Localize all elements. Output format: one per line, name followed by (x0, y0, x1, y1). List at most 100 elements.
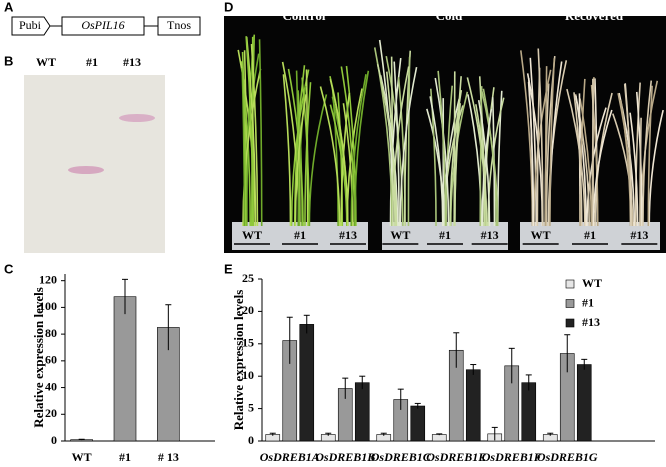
leaf (242, 68, 262, 227)
leaf (592, 109, 613, 227)
y-tick-label: 0 (51, 433, 57, 447)
leaf (537, 48, 544, 227)
tray (232, 222, 368, 250)
leaf (549, 58, 556, 227)
leaf (629, 112, 639, 227)
panel-label: A (4, 0, 14, 14)
leaf (434, 77, 450, 227)
panel-label: B (4, 53, 13, 68)
leaf (642, 80, 653, 227)
panel-label: C (4, 261, 14, 276)
error-bar (508, 347, 515, 384)
construct (11, 16, 201, 36)
y-tick-label: 120 (39, 272, 57, 286)
y-tick-label: 5 (248, 400, 254, 414)
leaf (376, 63, 398, 227)
plant-label: WT (531, 228, 551, 242)
legend-swatch (565, 279, 575, 289)
plant-label: #13 (339, 228, 357, 242)
panel-label: E (224, 261, 233, 276)
y-axis-label: Relative expression levels (31, 287, 46, 428)
plant-label: #1 (294, 228, 306, 242)
error-bar (470, 364, 477, 375)
leaf (437, 70, 447, 227)
leaf (536, 67, 541, 227)
error-bar (359, 375, 366, 390)
leaf (527, 81, 535, 227)
condition: Recovered (565, 8, 624, 23)
leaf (634, 82, 641, 227)
leaf (385, 55, 404, 227)
leaf (573, 92, 583, 227)
leaf (350, 74, 367, 227)
y-tick-label: 60 (45, 353, 57, 367)
legend-swatch (565, 299, 575, 308)
leaf (475, 104, 488, 227)
leaf (467, 94, 483, 227)
lane-label: #1 (86, 55, 98, 69)
error-bar (342, 377, 349, 399)
y-tick-label: 20 (242, 303, 254, 317)
leaf (250, 43, 259, 227)
plant-label: WT (390, 228, 410, 242)
error-bar (397, 388, 404, 410)
leaf (477, 99, 491, 227)
leaf (453, 71, 456, 227)
leaf (319, 86, 341, 227)
error-bar (269, 432, 276, 436)
gene: OsPIL16 (81, 18, 124, 32)
error-bar (414, 402, 421, 409)
plants: WT #1 #13 Control WT #1 #13 Cold WT #1 #13 Recovere… (232, 8, 664, 250)
leaf (353, 70, 370, 227)
leaf (258, 39, 263, 227)
error-bar (303, 314, 310, 334)
blot (24, 75, 165, 253)
plant-label: #13 (630, 228, 648, 242)
error-bar (78, 438, 85, 441)
leaf (429, 96, 444, 227)
x-tick-label: OsDREB1G (537, 450, 598, 464)
legend-label: WT (582, 276, 602, 290)
bar (113, 296, 137, 442)
leaf (639, 117, 642, 227)
tray (520, 222, 660, 250)
leaf (623, 84, 633, 227)
error-bar (325, 432, 332, 436)
leaf (529, 57, 537, 227)
error-bar (453, 332, 460, 368)
leaf (399, 66, 418, 227)
y-tick-label: 25 (242, 271, 254, 285)
leaf (282, 74, 292, 227)
condition: Cold (436, 8, 464, 23)
y-tick-label: 80 (45, 326, 57, 340)
bar (521, 382, 537, 442)
band (119, 114, 155, 122)
legend-swatch (565, 318, 575, 328)
panel-label: D (224, 0, 233, 14)
leaf (520, 50, 534, 227)
plant-label: #1 (584, 228, 596, 242)
error-bar (525, 374, 532, 391)
y-tick-label: 20 (45, 406, 57, 420)
bar (576, 364, 592, 442)
leaf (544, 66, 548, 227)
legend-label: #13 (582, 315, 600, 329)
plant-label: #13 (481, 228, 499, 242)
leaf (481, 91, 499, 227)
leaf (479, 86, 483, 227)
leaf (294, 94, 307, 227)
x-tick-label: OsDREB1F (482, 450, 542, 464)
error-bar (436, 433, 443, 436)
leaf (407, 56, 411, 227)
bar (410, 405, 426, 442)
error-bar (491, 426, 498, 441)
tray (382, 222, 508, 250)
y-tick-label: 40 (45, 379, 57, 393)
bar (431, 434, 447, 442)
error-bar (581, 358, 588, 370)
y-tick-label: 100 (39, 299, 57, 313)
leaf (487, 97, 505, 227)
leaf (575, 95, 587, 227)
error-bar (564, 334, 571, 373)
x-tick-label: OsDREB1B (315, 450, 375, 464)
